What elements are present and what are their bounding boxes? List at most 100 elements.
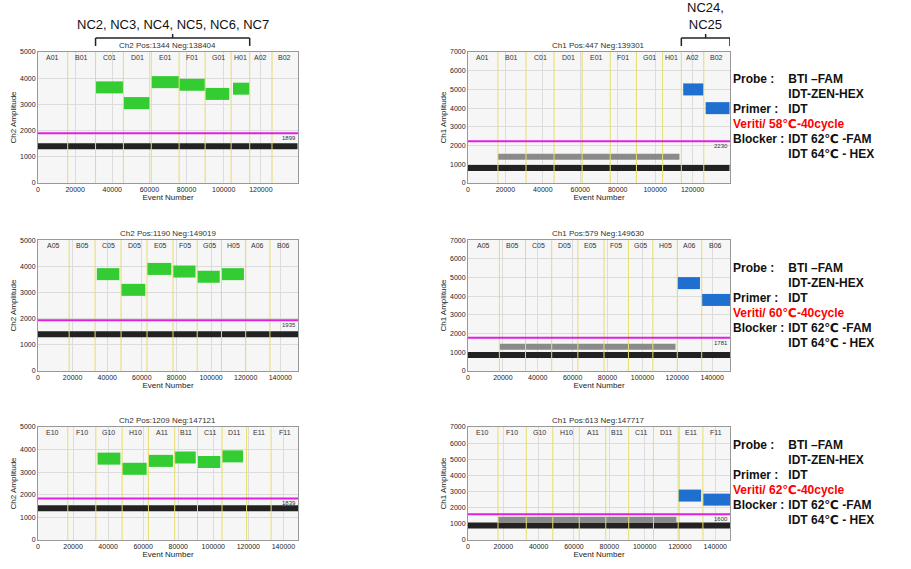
svg-text:0: 0 bbox=[466, 186, 470, 193]
svg-text:3000: 3000 bbox=[20, 101, 36, 108]
svg-text:G10: G10 bbox=[533, 429, 546, 436]
svg-text:G10: G10 bbox=[102, 429, 115, 436]
svg-text:0: 0 bbox=[466, 374, 470, 381]
svg-text:5000: 5000 bbox=[450, 274, 466, 281]
svg-text:60000: 60000 bbox=[571, 186, 591, 193]
svg-text:140000: 140000 bbox=[269, 374, 292, 381]
svg-text:B02: B02 bbox=[278, 54, 291, 61]
svg-text:H10: H10 bbox=[129, 429, 142, 436]
svg-text:20000: 20000 bbox=[63, 543, 83, 550]
svg-text:80000: 80000 bbox=[167, 374, 187, 381]
svg-text:Event Number: Event Number bbox=[142, 381, 193, 390]
svg-text:1000: 1000 bbox=[20, 341, 36, 348]
svg-text:2000: 2000 bbox=[450, 142, 466, 149]
svg-text:E11: E11 bbox=[685, 429, 697, 436]
svg-text:B11: B11 bbox=[611, 429, 623, 436]
svg-text:60000: 60000 bbox=[140, 186, 160, 193]
svg-text:E05: E05 bbox=[154, 242, 167, 249]
svg-text:40000: 40000 bbox=[98, 543, 118, 550]
svg-text:D05: D05 bbox=[558, 242, 571, 249]
svg-text:A06: A06 bbox=[251, 242, 264, 249]
svg-text:40000: 40000 bbox=[528, 374, 548, 381]
svg-text:A01: A01 bbox=[476, 54, 489, 61]
svg-text:1000: 1000 bbox=[450, 349, 466, 356]
svg-text:H01: H01 bbox=[665, 54, 678, 61]
svg-text:5000: 5000 bbox=[450, 456, 466, 463]
svg-text:120000: 120000 bbox=[249, 186, 272, 193]
svg-text:4000: 4000 bbox=[450, 293, 466, 300]
svg-text:1935: 1935 bbox=[282, 322, 296, 328]
svg-text:6000: 6000 bbox=[450, 255, 466, 262]
svg-text:120000: 120000 bbox=[668, 543, 691, 550]
svg-text:100000: 100000 bbox=[199, 374, 222, 381]
svg-text:B06: B06 bbox=[709, 242, 722, 249]
svg-text:140000: 140000 bbox=[272, 543, 295, 550]
svg-text:40000: 40000 bbox=[103, 186, 123, 193]
svg-text:B02: B02 bbox=[710, 54, 723, 61]
svg-text:7000: 7000 bbox=[450, 423, 466, 430]
svg-text:Ch2 Amplitude: Ch2 Amplitude bbox=[9, 279, 18, 332]
svg-text:G05: G05 bbox=[634, 242, 647, 249]
svg-text:2000: 2000 bbox=[20, 315, 36, 322]
svg-text:0: 0 bbox=[36, 543, 40, 550]
svg-text:0: 0 bbox=[36, 374, 40, 381]
svg-text:60000: 60000 bbox=[133, 543, 153, 550]
svg-text:Ch2 Pos:1209 Neg:147121: Ch2 Pos:1209 Neg:147121 bbox=[119, 416, 216, 425]
svg-text:C11: C11 bbox=[635, 429, 647, 436]
svg-text:40000: 40000 bbox=[533, 186, 553, 193]
svg-text:0: 0 bbox=[466, 543, 470, 550]
svg-text:D11: D11 bbox=[660, 429, 672, 436]
svg-text:C05: C05 bbox=[102, 242, 115, 249]
svg-text:A02: A02 bbox=[686, 54, 699, 61]
svg-text:4000: 4000 bbox=[450, 472, 466, 479]
svg-text:3000: 3000 bbox=[450, 488, 466, 495]
svg-text:2000: 2000 bbox=[450, 504, 466, 511]
svg-text:1000: 1000 bbox=[20, 514, 36, 521]
svg-text:Ch1 Pos:447 Neg:139301: Ch1 Pos:447 Neg:139301 bbox=[552, 41, 645, 50]
svg-text:NC2, NC3, NC4, NC5, NC6, NC7: NC2, NC3, NC4, NC5, NC6, NC7 bbox=[77, 17, 269, 32]
svg-text:6000: 6000 bbox=[450, 440, 466, 447]
svg-text:C01: C01 bbox=[534, 54, 547, 61]
svg-text:A02: A02 bbox=[254, 54, 267, 61]
svg-text:1781: 1781 bbox=[714, 340, 728, 346]
svg-text:E11: E11 bbox=[253, 429, 265, 436]
svg-text:3000: 3000 bbox=[20, 469, 36, 476]
svg-text:C11: C11 bbox=[204, 429, 216, 436]
svg-text:1839: 1839 bbox=[282, 500, 296, 506]
svg-text:80000: 80000 bbox=[600, 543, 620, 550]
svg-text:5000: 5000 bbox=[450, 86, 466, 93]
svg-text:A11: A11 bbox=[587, 429, 599, 436]
svg-text:H05: H05 bbox=[227, 242, 240, 249]
svg-text:0: 0 bbox=[32, 179, 36, 186]
svg-text:E05: E05 bbox=[584, 242, 597, 249]
svg-text:1000: 1000 bbox=[450, 520, 466, 527]
svg-text:Ch2 Amplitude: Ch2 Amplitude bbox=[9, 457, 18, 510]
svg-text:Ch1 Amplitude: Ch1 Amplitude bbox=[439, 279, 448, 332]
svg-text:F11: F11 bbox=[279, 429, 291, 436]
svg-text:3000: 3000 bbox=[20, 289, 36, 296]
svg-text:NC24,NC25: NC24,NC25 bbox=[687, 0, 724, 32]
svg-text:0: 0 bbox=[462, 536, 466, 543]
svg-text:Event Number: Event Number bbox=[573, 381, 624, 390]
svg-text:3000: 3000 bbox=[450, 311, 466, 318]
svg-text:B01: B01 bbox=[505, 54, 518, 61]
svg-text:120000: 120000 bbox=[666, 374, 689, 381]
svg-text:E01: E01 bbox=[590, 54, 603, 61]
svg-text:Ch2 Pos:1190 Neg:149019: Ch2 Pos:1190 Neg:149019 bbox=[120, 229, 216, 238]
svg-text:40000: 40000 bbox=[529, 543, 549, 550]
svg-text:B05: B05 bbox=[76, 242, 89, 249]
svg-text:3000: 3000 bbox=[450, 123, 466, 130]
svg-text:D01: D01 bbox=[562, 54, 575, 61]
svg-text:2000: 2000 bbox=[20, 127, 36, 134]
svg-text:G05: G05 bbox=[203, 242, 216, 249]
svg-text:1600: 1600 bbox=[714, 516, 728, 522]
svg-text:100000: 100000 bbox=[633, 543, 656, 550]
svg-text:5000: 5000 bbox=[20, 237, 36, 244]
svg-text:100000: 100000 bbox=[212, 186, 235, 193]
svg-text:80000: 80000 bbox=[168, 543, 188, 550]
svg-text:B11: B11 bbox=[180, 429, 192, 436]
svg-text:A06: A06 bbox=[683, 242, 696, 249]
svg-text:4000: 4000 bbox=[450, 105, 466, 112]
svg-text:5000: 5000 bbox=[20, 48, 36, 55]
svg-text:0: 0 bbox=[32, 536, 36, 543]
